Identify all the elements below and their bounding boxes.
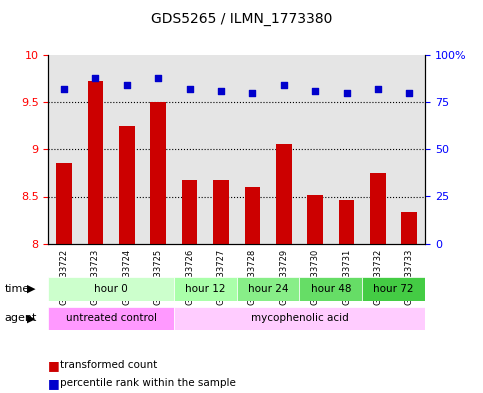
Text: hour 24: hour 24 — [248, 284, 288, 294]
Text: transformed count: transformed count — [60, 360, 157, 371]
Bar — [80, 55, 111, 244]
Text: GDS5265 / ILMN_1773380: GDS5265 / ILMN_1773380 — [151, 12, 332, 26]
Point — [249, 90, 256, 96]
Point — [92, 75, 99, 81]
Point — [312, 88, 319, 94]
Bar — [87, 81, 103, 244]
Bar — [174, 55, 205, 244]
Bar — [119, 126, 135, 244]
Point — [60, 86, 68, 92]
Bar — [276, 144, 292, 244]
FancyBboxPatch shape — [237, 277, 299, 301]
Bar — [213, 180, 229, 244]
Bar — [56, 163, 72, 244]
Text: hour 48: hour 48 — [311, 284, 351, 294]
Bar — [150, 102, 166, 244]
Bar — [331, 55, 362, 244]
Bar — [111, 55, 142, 244]
Bar — [370, 173, 386, 244]
Point — [406, 90, 413, 96]
Bar — [362, 55, 394, 244]
Bar — [339, 200, 355, 244]
Point — [217, 88, 225, 94]
Point — [123, 82, 131, 88]
FancyBboxPatch shape — [362, 277, 425, 301]
Point — [186, 86, 194, 92]
FancyBboxPatch shape — [299, 277, 362, 301]
FancyBboxPatch shape — [48, 307, 174, 330]
Bar — [182, 180, 198, 244]
Bar — [268, 55, 299, 244]
Text: agent: agent — [5, 313, 37, 323]
Bar — [394, 55, 425, 244]
Text: ■: ■ — [48, 359, 60, 372]
Bar — [299, 55, 331, 244]
Bar — [142, 55, 174, 244]
FancyBboxPatch shape — [174, 277, 237, 301]
Text: ▶: ▶ — [27, 284, 35, 294]
Text: hour 72: hour 72 — [373, 284, 414, 294]
Bar — [244, 187, 260, 244]
Point — [155, 75, 162, 81]
Bar — [48, 55, 80, 244]
Bar — [237, 55, 268, 244]
Bar — [401, 211, 417, 244]
Bar — [205, 55, 237, 244]
Point — [343, 90, 351, 96]
Text: ▶: ▶ — [27, 313, 35, 323]
FancyBboxPatch shape — [48, 277, 174, 301]
Text: mycophenolic acid: mycophenolic acid — [251, 313, 348, 323]
Text: percentile rank within the sample: percentile rank within the sample — [60, 378, 236, 388]
Text: untreated control: untreated control — [66, 313, 156, 323]
Point — [280, 82, 288, 88]
FancyBboxPatch shape — [174, 307, 425, 330]
Text: time: time — [5, 284, 30, 294]
Text: ■: ■ — [48, 376, 60, 390]
Text: hour 0: hour 0 — [94, 284, 128, 294]
Bar — [307, 195, 323, 244]
Point — [374, 86, 382, 92]
Text: hour 12: hour 12 — [185, 284, 226, 294]
